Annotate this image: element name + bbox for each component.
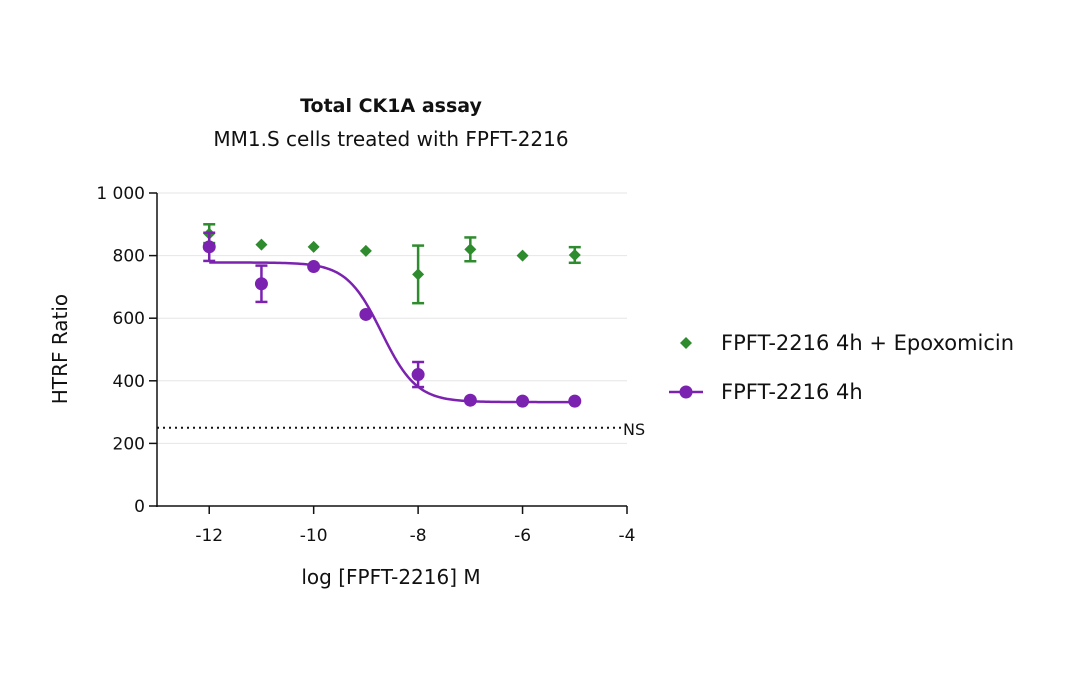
reference-line-group: NS (157, 420, 645, 439)
ns-label: NS (623, 420, 645, 439)
legend-marker (680, 337, 692, 349)
series-markers (202, 223, 582, 408)
y-tick-label: 400 (113, 372, 145, 392)
x-tick-label: -6 (514, 526, 531, 546)
data-point (516, 394, 530, 408)
axes (156, 193, 627, 507)
gridlines (157, 192, 627, 444)
x-ticks: -12 -10 -8 -6 -4 (195, 506, 635, 546)
chart-subtitle: MM1.S cells treated with FPFT-2216 (213, 127, 568, 151)
data-point (516, 249, 529, 262)
legend-label: FPFT-2216 4h (721, 380, 863, 404)
y-axis-label: HTRF Ratio (48, 294, 72, 404)
x-tick-label: -8 (410, 526, 427, 546)
data-point (359, 244, 372, 257)
fit-curves (209, 261, 575, 404)
y-tick-label: 600 (113, 309, 145, 329)
data-point (463, 393, 477, 407)
data-point (464, 243, 477, 256)
fit-curve (209, 261, 575, 404)
data-point (411, 368, 425, 382)
y-tick-label: 1 000 (96, 184, 145, 204)
x-axis-label: log [FPFT-2216] M (301, 565, 480, 589)
y-tick-label: 800 (113, 247, 145, 267)
chart-title: Total CK1A assay (300, 95, 482, 117)
data-point (412, 268, 425, 281)
legend-marker (679, 385, 693, 399)
x-tick-label: -10 (300, 526, 328, 546)
legend-label: FPFT-2216 4h + Epoxomicin (721, 331, 1014, 355)
data-point (307, 260, 321, 274)
data-point (254, 277, 268, 291)
data-point (202, 240, 216, 254)
x-tick-label: -4 (619, 526, 636, 546)
y-ticks: 0 200 400 600 800 1 000 (96, 184, 157, 517)
data-point (307, 240, 320, 253)
y-tick-label: 0 (134, 497, 145, 517)
y-tick-label: 200 (113, 434, 145, 454)
legend: FPFT-2216 4h + Epoxomicin FPFT-2216 4h (669, 331, 1014, 404)
data-point (255, 238, 268, 251)
data-point (568, 248, 581, 261)
data-point (359, 307, 373, 321)
data-point (568, 394, 582, 408)
x-tick-label: -12 (195, 526, 223, 546)
